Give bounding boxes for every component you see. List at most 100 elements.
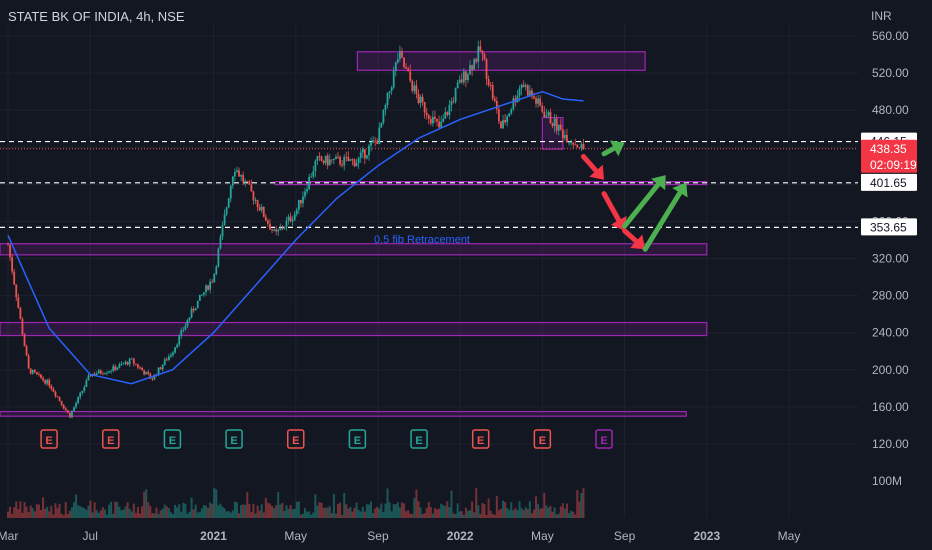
candle-body xyxy=(549,112,552,124)
candle-body xyxy=(238,170,240,177)
candle-body xyxy=(256,200,259,208)
volume-bar xyxy=(409,513,412,518)
candle-body xyxy=(182,329,185,331)
volume-bar xyxy=(361,506,364,518)
volume-bar xyxy=(182,502,185,518)
candle-body xyxy=(467,74,469,80)
y-tick-label: 560.00 xyxy=(872,29,909,43)
candle-body xyxy=(374,140,377,142)
volume-bar xyxy=(112,513,115,518)
candle-body xyxy=(557,124,560,131)
x-tick-label: Sep xyxy=(367,529,389,543)
moving-average-line xyxy=(7,90,584,385)
zone-rect xyxy=(541,116,564,150)
candle-body xyxy=(578,147,581,149)
down-arrow-shaft xyxy=(601,191,622,223)
price-label-box xyxy=(861,155,917,173)
volume-bar xyxy=(376,506,379,518)
volume-bar xyxy=(427,501,430,518)
earnings-marker-label: E xyxy=(600,435,607,447)
volume-bar xyxy=(85,509,88,518)
volume-bar xyxy=(190,497,193,518)
volume-bar xyxy=(526,509,529,518)
candle-body xyxy=(580,143,583,149)
candle-body xyxy=(485,59,488,80)
volume-bar xyxy=(242,504,245,518)
candle-body xyxy=(316,156,319,161)
candle-body xyxy=(287,216,290,221)
zone-rect xyxy=(0,321,708,337)
candle-body xyxy=(165,359,168,361)
volume-bar xyxy=(578,501,581,518)
volume-bar xyxy=(332,494,335,518)
volume-bar xyxy=(448,506,451,518)
candle-body xyxy=(170,354,172,357)
x-axis[interactable]: Mar Jul 2021 May Sep 2022 May Sep 2023 May xyxy=(0,529,800,543)
volume-bar xyxy=(37,504,40,518)
price-label-box xyxy=(861,139,917,157)
volume-bar xyxy=(400,502,403,518)
candle-body xyxy=(116,367,119,370)
candle-body xyxy=(118,364,121,368)
y-axis[interactable]: 560.00520.00480.00440.00400.00360.00320.… xyxy=(872,29,909,488)
candle-body xyxy=(66,410,69,413)
candle-body xyxy=(302,196,304,204)
candle-body xyxy=(498,109,500,122)
candle-body xyxy=(149,373,152,379)
volume-bar xyxy=(357,509,360,518)
candle-body xyxy=(196,300,199,309)
candle-body xyxy=(124,361,127,364)
volume-bar xyxy=(244,504,247,518)
volume-bar xyxy=(136,507,139,518)
candle-body xyxy=(68,412,71,418)
volume-bar xyxy=(506,507,509,518)
volume-bar xyxy=(512,510,515,518)
volume-bar xyxy=(258,510,261,518)
volume-bar xyxy=(413,498,416,518)
volume-bar xyxy=(198,511,201,518)
volume-bar xyxy=(161,508,164,518)
candle-body xyxy=(318,156,321,158)
candle-body xyxy=(444,112,447,119)
volume-bar xyxy=(475,487,478,518)
candle-body xyxy=(357,157,360,164)
candle-body xyxy=(398,51,401,59)
candle-body xyxy=(361,149,364,153)
volume-bar xyxy=(29,505,32,518)
price-label-countdown: 02:09:19 xyxy=(870,158,917,172)
candle-body xyxy=(531,90,533,97)
candle-body xyxy=(143,370,146,375)
volume-bar xyxy=(291,509,294,518)
candle-body xyxy=(582,143,585,150)
volume-bar xyxy=(458,511,461,518)
volume-bar xyxy=(44,508,47,518)
candle-body xyxy=(99,370,102,374)
candle-body xyxy=(151,378,154,380)
volume-bar xyxy=(510,502,513,518)
volume-bar xyxy=(81,507,84,518)
candle-body xyxy=(512,98,515,110)
candle-body xyxy=(429,118,432,124)
volume-bar xyxy=(252,503,255,518)
candle-body xyxy=(207,285,209,290)
volume-bar xyxy=(334,513,337,518)
volume-bar xyxy=(223,508,226,518)
volume-bar xyxy=(128,508,131,518)
volume-bar xyxy=(570,510,573,518)
candle-body xyxy=(9,244,11,258)
candle-body xyxy=(407,68,410,72)
volume-bar xyxy=(530,513,533,518)
volume-bar xyxy=(316,505,319,518)
candle-body xyxy=(163,359,166,365)
volume-bar xyxy=(471,501,474,518)
volume-bar xyxy=(384,503,387,518)
volume-bar xyxy=(118,506,121,518)
candle-body xyxy=(73,407,75,412)
volume-bar xyxy=(436,509,439,518)
candle-body xyxy=(110,371,113,372)
volume-bar xyxy=(250,512,253,518)
volume-bar xyxy=(516,510,519,518)
candle-body xyxy=(386,92,389,106)
volume-bar xyxy=(213,488,216,518)
